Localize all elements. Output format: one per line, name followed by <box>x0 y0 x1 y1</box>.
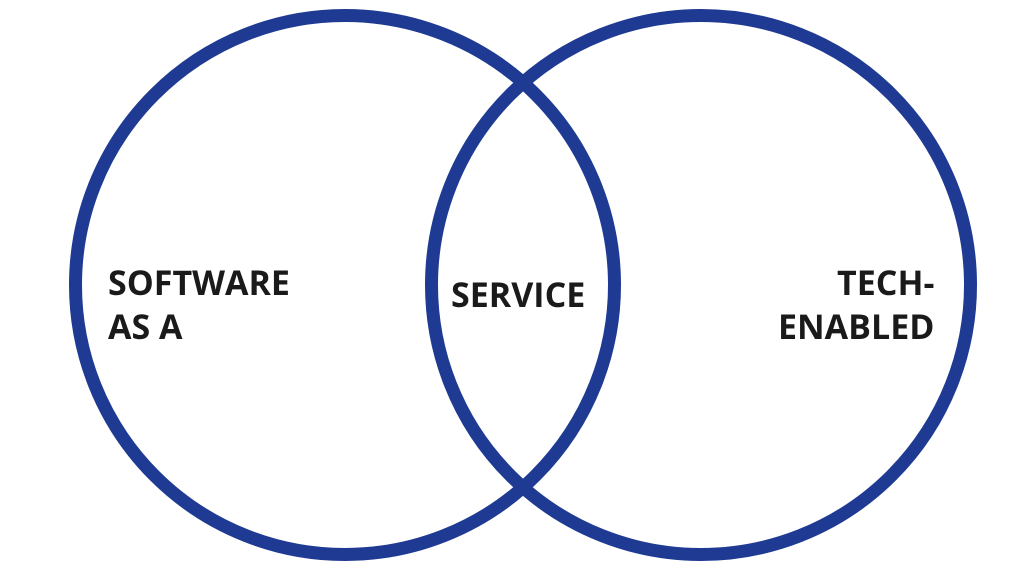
venn-label-center: SERVICE <box>451 272 585 316</box>
venn-label-right: TECH- ENABLED <box>778 260 934 348</box>
venn-diagram: SOFTWARE AS A SERVICE TECH- ENABLED <box>0 0 1024 569</box>
venn-label-left: SOFTWARE AS A <box>108 260 290 348</box>
